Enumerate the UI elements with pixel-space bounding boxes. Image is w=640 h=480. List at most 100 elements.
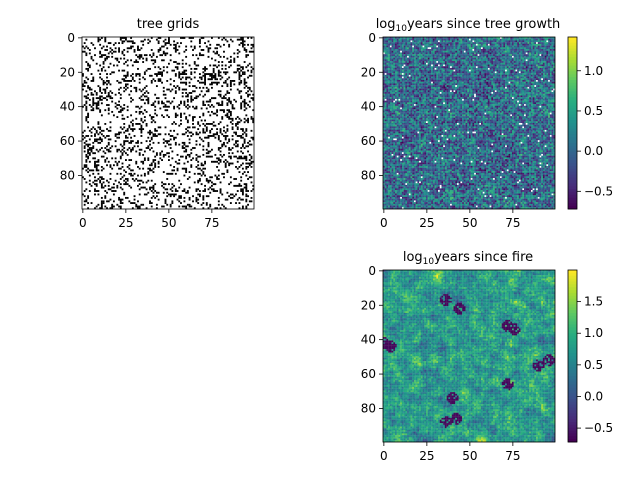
tree-cell [190,164,193,167]
heatmap-cell [472,49,475,51]
tree-cell [123,150,126,153]
heatmap-cell [532,66,535,69]
heatmap-cell [465,42,468,45]
heatmap-cell [456,49,459,51]
tree-cell [238,90,241,93]
heatmap-cell [393,45,396,48]
tree-cell [142,128,145,131]
tree-cell [207,104,210,106]
tree-cell [102,66,105,69]
heatmap-cell [417,78,420,81]
tree-cell [131,148,134,151]
tree-cell [94,90,96,93]
tree-cell [109,198,112,201]
tree-cell [228,97,231,100]
tree-cell [125,136,127,139]
heatmap-cell [506,80,509,82]
heatmap-cell [472,57,475,60]
heatmap-cell [501,50,504,53]
heatmap-cell [436,81,439,84]
heatmap-cell [391,71,394,74]
tree-cell [152,133,155,136]
heatmap-cell [513,74,516,77]
heatmap-cell [549,49,552,51]
tree-cell [168,143,170,146]
tree-cell [130,186,133,189]
heatmap-cell [551,83,554,86]
heatmap-cell [401,62,404,65]
tree-cell [107,184,110,187]
heatmap-cell [400,74,403,77]
heatmap-cell [520,76,523,79]
tree-cell [116,150,119,153]
heatmap-cell [417,67,420,70]
heatmap-cell [529,73,532,75]
tree-cell [85,45,88,48]
heatmap-cell [506,61,509,63]
heatmap-cell [534,76,537,79]
tree-cell [152,62,155,65]
heatmap-cell [532,83,535,86]
heatmap-cell [401,67,404,70]
heatmap-cell [456,55,459,58]
tree-cell [97,169,100,172]
heatmap-cell [424,76,427,79]
tree-cell [128,124,131,127]
heatmap-cell [472,40,475,43]
heatmap-cell [482,78,485,81]
heatmap-cell [407,83,409,86]
tree-cell [221,172,224,175]
heatmap-cell [491,69,494,72]
tree-cell [150,169,153,172]
tree-cell [226,78,229,81]
tree-cell [217,123,220,125]
heatmap-cell [518,50,521,53]
heatmap-cell [489,54,492,57]
tree-cell [92,78,95,81]
tree-cell [102,200,105,203]
heatmap-cell [474,73,477,75]
tree-cell [157,73,160,75]
heatmap-cell [396,85,399,88]
heatmap-cell [436,37,439,39]
tree-cell [193,45,196,48]
tree-cell [224,81,227,84]
heatmap-cell [439,80,442,82]
tree-cell [94,152,96,155]
heatmap-cell [474,78,477,81]
heatmap-cell [477,73,480,75]
tree-cell [130,59,133,62]
tree-cell [106,49,108,51]
heatmap-cell [424,49,427,51]
heatmap-cell [477,42,480,45]
tree-cell [100,37,103,39]
heatmap-cell [467,42,470,45]
tree-cell [223,205,225,208]
heatmap-cell [510,62,513,65]
heatmap-cell [407,55,409,58]
heatmap-cell [429,49,432,51]
tree-cell [97,123,100,125]
tree-cell [178,205,181,208]
heatmap-cell [463,43,466,46]
heatmap-cell [498,76,501,79]
heatmap-cell [448,42,451,45]
tree-cell [116,107,119,110]
heatmap-cell [444,62,447,65]
heatmap-cell [510,61,513,63]
tree-cell [111,55,114,58]
tree-cell [221,85,224,88]
heatmap-cell [420,81,423,84]
tree-cell [130,114,133,117]
heatmap-cell [384,38,387,41]
heatmap-cell [469,78,471,81]
heatmap-cell [405,37,408,39]
heatmap-cell [494,76,497,79]
heatmap-cell [520,54,523,57]
tree-cell [83,136,86,139]
tree-cell [188,155,191,158]
heatmap-cell [470,69,473,72]
heatmap-cell [470,78,473,81]
heatmap-cell [470,66,473,69]
heatmap-cell [384,61,387,63]
